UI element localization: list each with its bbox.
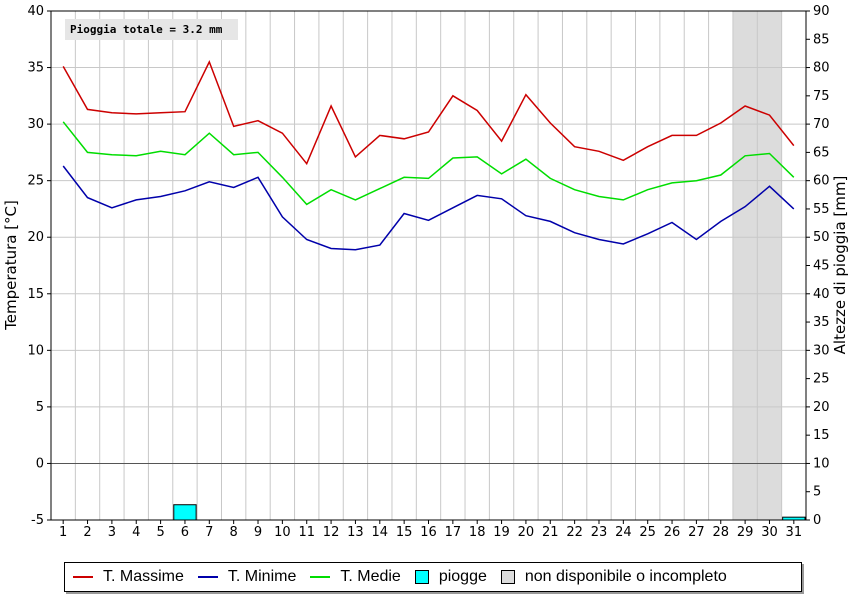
y2-tick-label: 40 xyxy=(813,287,830,302)
x-tick-label: 3 xyxy=(108,525,116,540)
plot-frame xyxy=(50,10,807,521)
x-tick-label: 13 xyxy=(347,525,364,540)
y-tick-label: 25 xyxy=(27,174,44,189)
y-tick-label: 5 xyxy=(36,400,44,415)
y-tick-label: 0 xyxy=(36,456,44,471)
series-line-t-massime xyxy=(62,60,795,166)
x-tick-label: 2 xyxy=(83,525,91,540)
y-tick-label: 40 xyxy=(27,4,44,19)
x-tick-label: 19 xyxy=(493,525,510,540)
y2-tick-label: 45 xyxy=(813,259,830,274)
x-tick-label: 11 xyxy=(298,525,315,540)
x-tick-label: 6 xyxy=(181,525,189,540)
y-axis-title: Temperatura [°C] xyxy=(2,200,20,331)
legend-label: T. Massime xyxy=(103,568,184,585)
legend-label: non disponibile o incompleto xyxy=(524,568,727,585)
x-tick-label: 14 xyxy=(372,525,389,540)
y-tick-label: 20 xyxy=(27,230,44,245)
y2-tick-label: 75 xyxy=(813,89,830,104)
x-tick-label: 23 xyxy=(591,525,608,540)
y-tick-label: 35 xyxy=(27,61,44,76)
y2-tick-label: 25 xyxy=(813,372,830,387)
y2-tick-label: 65 xyxy=(813,145,830,160)
x-tick-label: 26 xyxy=(664,525,681,540)
x-tick-label: 21 xyxy=(542,525,559,540)
unavailable-band-day-30 xyxy=(757,11,782,520)
x-tick-label: 12 xyxy=(323,525,340,540)
legend-label: T. Medie xyxy=(340,568,401,585)
legend-swatch xyxy=(500,570,515,584)
x-tick-label: 9 xyxy=(254,525,262,540)
y-tick-label: -5 xyxy=(31,513,44,528)
y2-tick-label: 15 xyxy=(813,428,830,443)
legend-item: T. Massime xyxy=(73,568,184,586)
y-tick-label: 10 xyxy=(27,343,44,358)
y2-tick-label: 85 xyxy=(813,32,830,47)
x-tick-label: 18 xyxy=(469,525,486,540)
x-tick-label: 16 xyxy=(420,525,437,540)
y2-tick-label: 35 xyxy=(813,315,830,330)
x-tick-label: 29 xyxy=(737,525,754,540)
y2-tick-label: 50 xyxy=(813,230,830,245)
y2-tick-label: 10 xyxy=(813,456,830,471)
y-tick-label: 30 xyxy=(27,117,44,132)
legend-swatch xyxy=(197,576,218,578)
series-line-t-medie xyxy=(62,121,795,206)
x-tick-label: 4 xyxy=(132,525,140,540)
x-tick-label: 30 xyxy=(761,525,778,540)
legend-label: piogge xyxy=(438,568,487,585)
y2-tick-label: 70 xyxy=(813,117,830,132)
y2-tick-label: 80 xyxy=(813,61,830,76)
legend-swatch xyxy=(414,570,429,584)
x-tick-label: 15 xyxy=(396,525,413,540)
x-tick-label: 22 xyxy=(566,525,583,540)
x-tick-label: 20 xyxy=(518,525,535,540)
legend-item: T. Minime xyxy=(197,568,297,586)
x-tick-label: 27 xyxy=(688,525,705,540)
x-tick-label: 31 xyxy=(786,525,803,540)
x-tick-label: 25 xyxy=(639,525,656,540)
x-tick-label: 1 xyxy=(59,525,67,540)
legend-label: T. Minime xyxy=(227,568,297,585)
legend-swatch xyxy=(73,576,93,578)
y2-tick-label: 0 xyxy=(813,513,821,528)
rain-bar-day-6 xyxy=(173,504,197,521)
y-tick-label: 15 xyxy=(27,287,44,302)
x-tick-label: 8 xyxy=(230,525,238,540)
legend: T. Massime T. Minime T. Medie piogge non dis… xyxy=(64,562,802,592)
legend-swatch xyxy=(310,576,331,578)
legend-item: non disponibile o incompleto xyxy=(500,568,727,586)
series-line-t-minime xyxy=(62,165,795,251)
y2-tick-label: 60 xyxy=(813,174,830,189)
y2-tick-label: 20 xyxy=(813,400,830,415)
x-tick-label: 10 xyxy=(274,525,291,540)
legend-item: T. Medie xyxy=(310,568,401,586)
y2-axis-title: Altezze di pioggia [mm] xyxy=(831,176,849,355)
y2-tick-label: 30 xyxy=(813,343,830,358)
y2-tick-label: 90 xyxy=(813,4,830,19)
x-tick-label: 7 xyxy=(205,525,213,540)
x-tick-label: 24 xyxy=(615,525,632,540)
y2-tick-label: 5 xyxy=(813,485,821,500)
unavailable-band-day-29 xyxy=(732,11,758,520)
y2-tick-label: 55 xyxy=(813,202,830,217)
x-tick-label: 28 xyxy=(712,525,729,540)
x-tick-label: 17 xyxy=(445,525,462,540)
x-tick-label: 5 xyxy=(156,525,164,540)
legend-item: piogge xyxy=(414,568,487,586)
total-rain-annotation: Pioggia totale = 3.2 mm xyxy=(65,19,238,40)
